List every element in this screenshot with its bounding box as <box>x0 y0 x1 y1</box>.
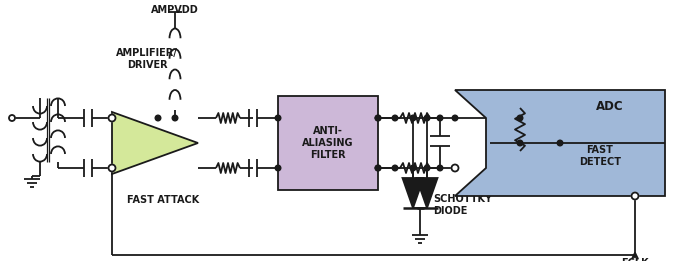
Text: AMPVDD: AMPVDD <box>151 5 199 15</box>
Circle shape <box>376 115 381 121</box>
Text: FAST ATTACK: FAST ATTACK <box>127 195 199 205</box>
Circle shape <box>517 140 523 146</box>
Circle shape <box>376 165 381 171</box>
Circle shape <box>557 140 563 146</box>
Polygon shape <box>402 178 424 208</box>
Circle shape <box>376 165 381 171</box>
Text: FAST
DETECT: FAST DETECT <box>579 145 621 167</box>
Circle shape <box>438 115 443 121</box>
Circle shape <box>632 193 639 199</box>
Circle shape <box>9 115 15 121</box>
Circle shape <box>275 115 281 121</box>
Text: FCLK: FCLK <box>621 258 649 261</box>
Text: AMPLIFIER/
DRIVER: AMPLIFIER/ DRIVER <box>116 48 178 70</box>
Circle shape <box>155 115 161 121</box>
Circle shape <box>451 164 458 171</box>
Circle shape <box>517 115 523 121</box>
Circle shape <box>108 164 116 171</box>
Bar <box>278 96 378 190</box>
Text: ADC: ADC <box>596 99 624 112</box>
Text: SCHOTTKY
DIODE: SCHOTTKY DIODE <box>433 194 492 216</box>
Circle shape <box>424 165 430 171</box>
Polygon shape <box>455 90 665 196</box>
Circle shape <box>452 115 457 121</box>
Circle shape <box>275 165 281 171</box>
Circle shape <box>438 165 443 171</box>
Polygon shape <box>416 178 438 208</box>
Circle shape <box>376 115 381 121</box>
Circle shape <box>108 115 116 122</box>
Circle shape <box>392 115 398 121</box>
Circle shape <box>172 115 178 121</box>
Circle shape <box>392 165 398 171</box>
Circle shape <box>410 115 415 121</box>
Circle shape <box>410 165 415 171</box>
Circle shape <box>424 115 430 121</box>
Text: ANTI-
ALIASING
FILTER: ANTI- ALIASING FILTER <box>302 126 353 159</box>
Polygon shape <box>112 112 198 174</box>
